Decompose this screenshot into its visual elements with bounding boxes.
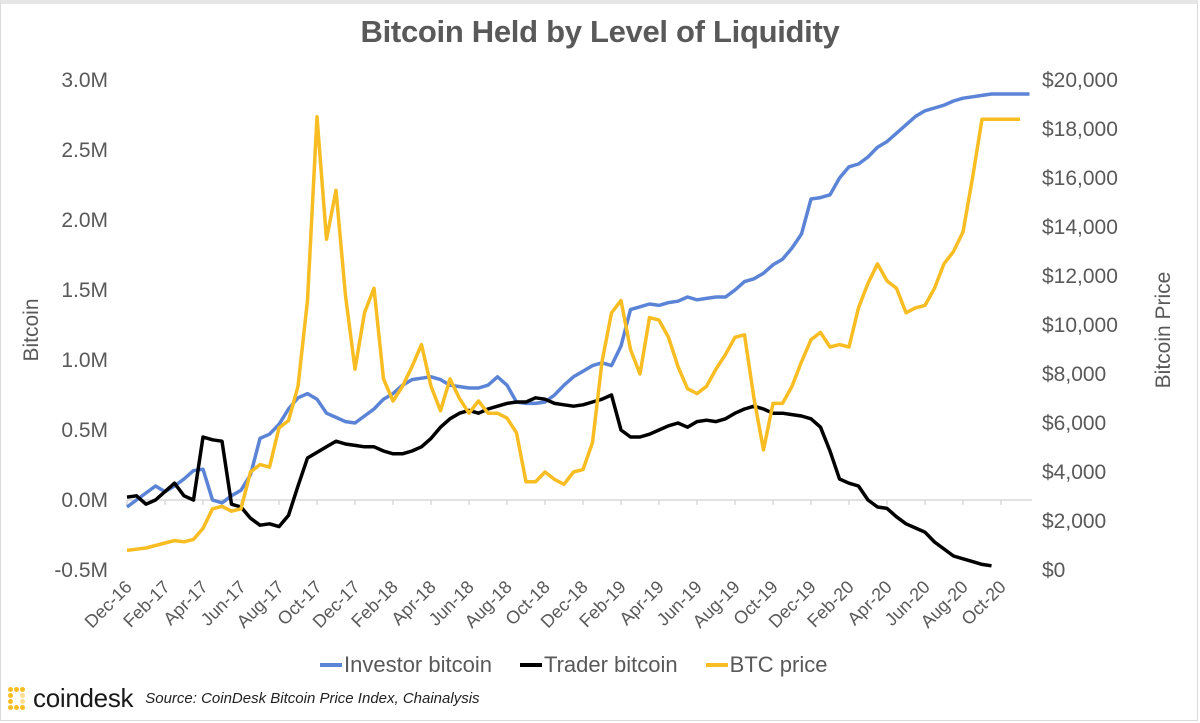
right-tick-label: $6,000 [1042, 412, 1106, 435]
right-tick-label: $14,000 [1042, 216, 1118, 239]
left-tick-label: 1.0M [61, 349, 108, 372]
chart-title: Bitcoin Held by Level of Liquidity [360, 14, 840, 49]
source-note: Source: CoinDesk Bitcoin Price Index, Ch… [145, 690, 480, 707]
left-tick-label: 3.0M [61, 69, 108, 92]
legend: Investor bitcoin Trader bitcoin BTC pric… [320, 652, 827, 678]
left-tick-label: 0.0M [61, 489, 108, 512]
legend-label: BTC price [729, 652, 828, 677]
series-line-investor-bitcoin [125, 92, 1030, 509]
legend-swatch-investor [320, 663, 342, 667]
series-line-btc-price [126, 115, 1020, 553]
x-axis: Dec-16Feb-17Apr-17Jun-17Aug-17Oct-17Dec-… [81, 499, 1032, 632]
right-axis-title: Bitcoin Price [1152, 272, 1175, 389]
right-tick-label: $0 [1042, 559, 1065, 582]
right-axis-ticks: $0 $2,000 $4,000 $6,000 $8,000 $10,000 $12,000… [1042, 69, 1118, 582]
footer: coindesk Source: CoinDesk Bitcoin Price … [8, 683, 480, 714]
left-axis-title: Bitcoin [20, 298, 43, 361]
left-tick-label: 2.5M [61, 139, 108, 162]
left-tick-label: 0.5M [61, 419, 108, 442]
series-line-trader-bitcoin [126, 393, 992, 568]
coindesk-logo-icon [8, 687, 25, 710]
right-tick-label: $10,000 [1042, 314, 1118, 337]
right-tick-label: $20,000 [1042, 69, 1118, 92]
legend-label: Investor bitcoin [344, 652, 492, 677]
legend-swatch-trader [519, 663, 542, 667]
left-tick-label: 2.0M [61, 209, 108, 232]
left-tick-label: -0.5M [54, 559, 108, 582]
legend-item-investor: Investor bitcoin [320, 652, 492, 678]
legend-swatch-btc-price [705, 663, 728, 667]
right-tick-label: $12,000 [1042, 265, 1118, 288]
legend-item-trader: Trader bitcoin [519, 652, 678, 678]
right-tick-label: $16,000 [1042, 167, 1118, 190]
right-tick-label: $4,000 [1042, 461, 1106, 484]
right-tick-label: $18,000 [1042, 118, 1118, 141]
right-tick-label: $8,000 [1042, 363, 1106, 386]
legend-label: Trader bitcoin [543, 652, 678, 677]
right-tick-label: $2,000 [1042, 510, 1106, 533]
left-axis-ticks: -0.5M 0.0M 0.5M 1.0M 1.5M 2.0M 2.5M 3.0M [54, 69, 108, 582]
legend-item-btc-price: BTC price [705, 652, 828, 678]
left-tick-label: 1.5M [61, 279, 108, 302]
brand-name: coindesk [33, 683, 134, 713]
series-lines [125, 92, 1030, 568]
